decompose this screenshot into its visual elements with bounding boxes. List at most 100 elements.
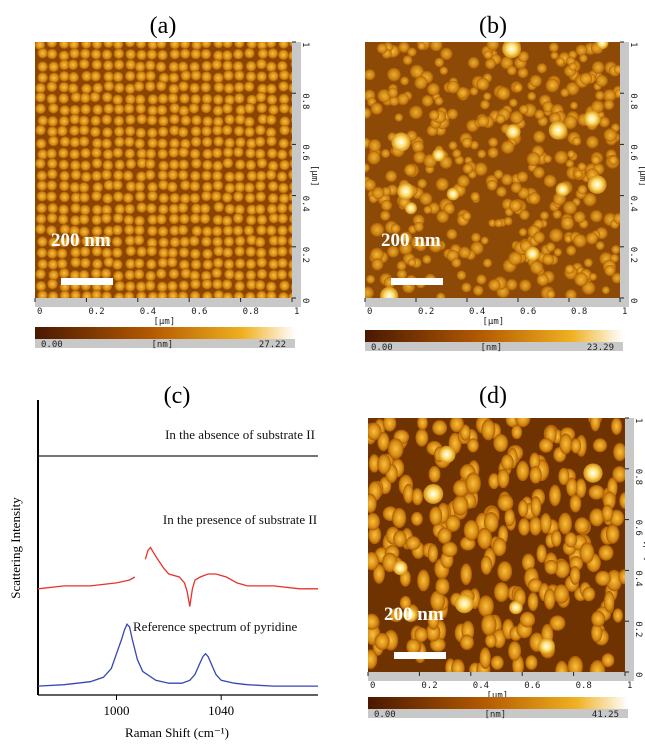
- grain: [222, 247, 234, 258]
- grain: [212, 94, 224, 105]
- grain: [81, 83, 92, 95]
- scale-bar-label: 200 nm: [384, 604, 444, 625]
- grain: [565, 159, 575, 168]
- x-tick-label: 1: [294, 307, 299, 317]
- grain: [529, 74, 542, 88]
- grain: [417, 418, 428, 431]
- grain: [91, 245, 103, 257]
- grain: [458, 246, 471, 259]
- grain: [422, 254, 432, 265]
- grain: [168, 159, 180, 170]
- grain: [575, 478, 587, 499]
- grain: [394, 113, 404, 122]
- grain: [80, 257, 91, 269]
- grain: [147, 181, 158, 193]
- grain: [246, 279, 257, 290]
- grain: [414, 627, 428, 643]
- grain: [496, 86, 511, 101]
- grain: [233, 191, 244, 202]
- grain: [212, 105, 224, 116]
- grain: [190, 278, 201, 290]
- grain: [527, 592, 539, 612]
- grain: [444, 515, 461, 532]
- grain: [201, 71, 212, 82]
- x-tick-label: 0.8: [571, 307, 587, 317]
- grain: [434, 57, 445, 68]
- grain: [169, 48, 181, 60]
- bright-grain: [583, 110, 601, 128]
- grain: [213, 81, 225, 93]
- grain: [508, 641, 522, 661]
- x-tick-label: 0: [370, 681, 375, 691]
- grain: [191, 158, 202, 169]
- grain: [168, 83, 180, 95]
- grain: [244, 192, 256, 204]
- grain: [613, 65, 620, 74]
- grain: [124, 70, 136, 82]
- grain: [102, 159, 114, 171]
- grain: [101, 138, 113, 149]
- grain: [235, 137, 246, 148]
- grain: [244, 182, 255, 193]
- grain: [278, 42, 289, 49]
- grain: [488, 279, 501, 292]
- colorbar-unit: [nm]: [152, 340, 174, 350]
- grain: [399, 595, 412, 610]
- grain: [58, 81, 70, 93]
- bright-grain: [538, 637, 555, 655]
- grain: [35, 124, 46, 136]
- grain: [46, 180, 58, 191]
- grain: [157, 291, 168, 298]
- grain: [124, 203, 136, 215]
- grain: [91, 204, 103, 216]
- grain: [37, 61, 48, 72]
- grain: [146, 49, 158, 60]
- grain: [554, 150, 569, 165]
- grain: [101, 169, 112, 181]
- grain: [451, 257, 462, 268]
- bright-grain: [596, 42, 609, 50]
- grain: [589, 508, 605, 527]
- grain: [279, 124, 290, 136]
- grain: [223, 70, 234, 81]
- grain: [234, 159, 246, 170]
- grain: [80, 160, 91, 171]
- grain: [59, 191, 70, 203]
- grain: [268, 235, 280, 246]
- grain: [572, 136, 582, 146]
- grain: [222, 225, 234, 236]
- grain: [245, 246, 257, 258]
- grain: [504, 508, 515, 527]
- grain: [224, 171, 235, 183]
- grain: [48, 61, 59, 73]
- bright-grain: [505, 124, 521, 140]
- grain: [515, 418, 531, 428]
- grain: [179, 236, 190, 248]
- grain: [133, 81, 145, 92]
- grain: [243, 81, 255, 92]
- bright-grain: [380, 286, 399, 298]
- grain: [266, 225, 277, 236]
- grain: [287, 236, 292, 247]
- grain: [477, 149, 487, 159]
- grain: [189, 290, 201, 298]
- grain: [234, 204, 245, 215]
- grain: [189, 170, 201, 182]
- grain: [212, 236, 223, 248]
- grain: [91, 42, 103, 50]
- grain: [233, 146, 244, 158]
- grain: [158, 160, 169, 171]
- grain: [417, 42, 426, 51]
- grain: [564, 264, 575, 275]
- grain: [102, 149, 114, 160]
- series-line: [37, 546, 318, 607]
- grain: [35, 280, 47, 292]
- grain: [592, 438, 608, 453]
- grain: [234, 258, 246, 269]
- grain: [246, 94, 258, 106]
- grain: [37, 236, 48, 247]
- grain: [611, 244, 620, 255]
- bright-grain: [397, 182, 415, 200]
- grain: [585, 232, 599, 245]
- grain: [147, 105, 158, 116]
